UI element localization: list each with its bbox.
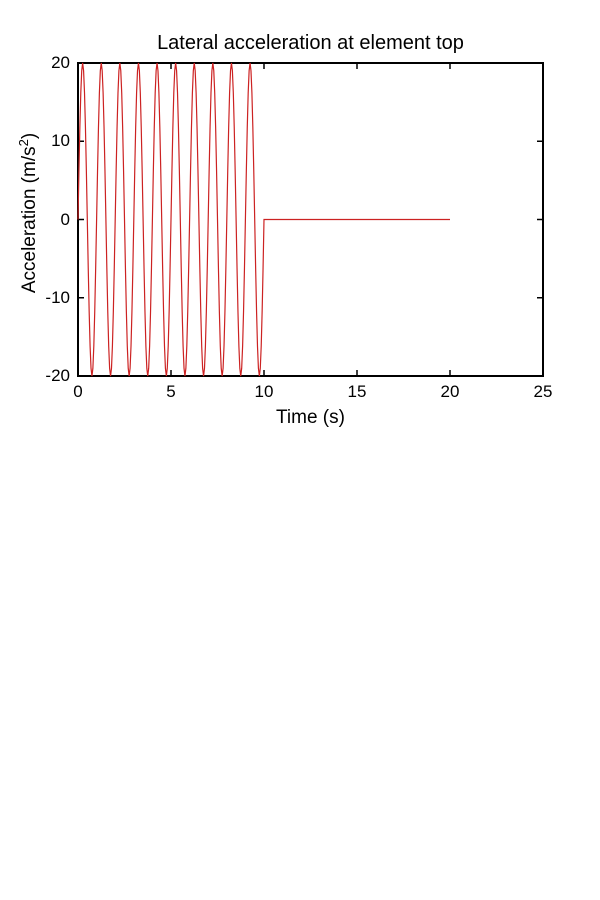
plot-title: Lateral acceleration at element top <box>157 32 464 54</box>
y-tick-label: 0 <box>60 209 70 229</box>
y-tick-label: 20 <box>51 53 70 72</box>
y-tick-label: -10 <box>45 287 70 307</box>
plot-area <box>77 62 544 377</box>
x-axis-label: Time (s) <box>276 407 345 428</box>
y-tick-label: 10 <box>51 131 70 151</box>
x-tick-label: 0 <box>73 382 83 401</box>
acceleration-line <box>77 62 450 377</box>
x-tick-label: 10 <box>254 382 274 401</box>
x-tick-label: 25 <box>533 382 553 401</box>
y-tick-label: -20 <box>45 366 70 385</box>
x-tick-label: 20 <box>440 382 460 401</box>
figure-canvas: Lateral acceleration at element top Acce… <box>15 32 553 428</box>
x-tick-label: 5 <box>166 382 176 401</box>
x-tick-label: 15 <box>347 382 367 401</box>
